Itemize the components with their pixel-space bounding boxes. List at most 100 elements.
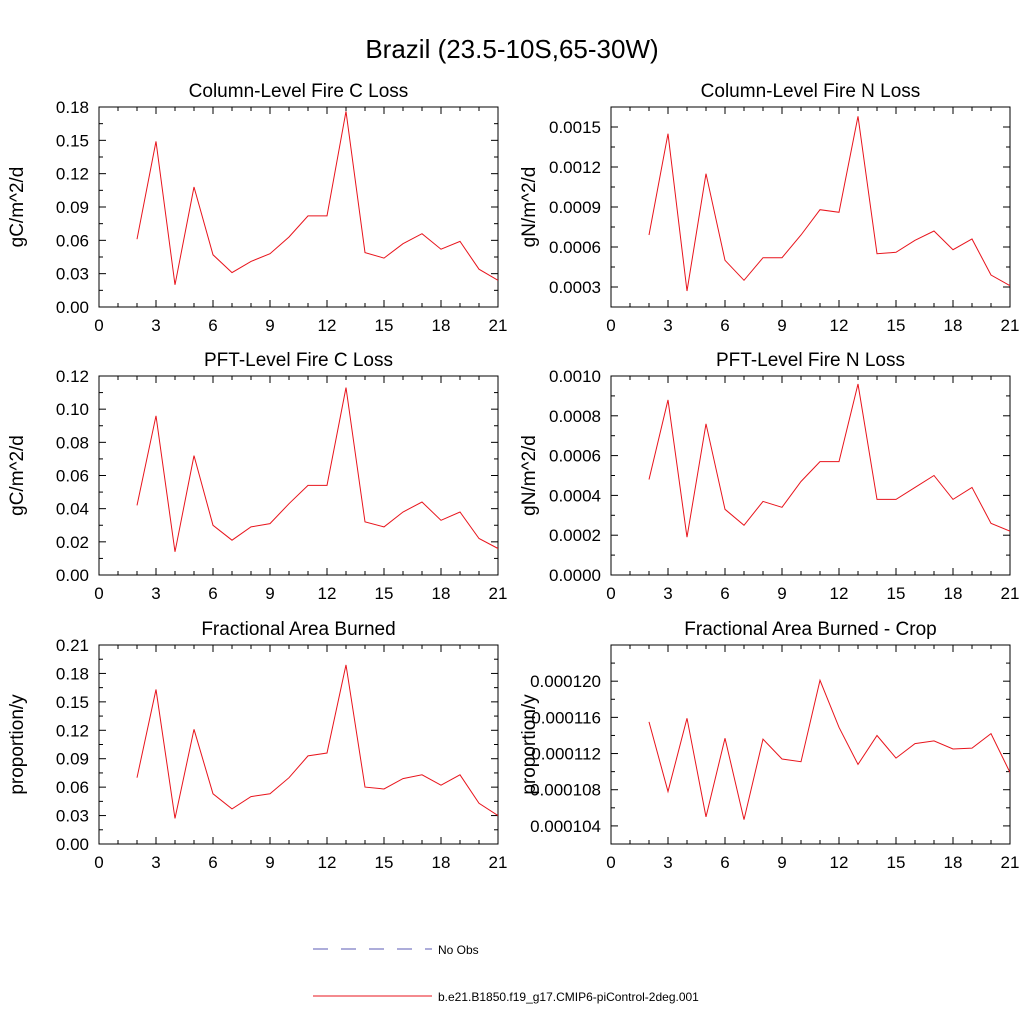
- x-tick-label: 9: [265, 316, 274, 335]
- x-tick-label: 15: [375, 584, 394, 603]
- x-tick-label: 6: [720, 584, 729, 603]
- x-tick-label: 12: [318, 316, 337, 335]
- series-line: [136, 664, 498, 819]
- panel-title: PFT-Level Fire N Loss: [716, 350, 905, 371]
- y-tick-label: 0.12: [56, 165, 89, 184]
- y-tick-label: 0.0008: [549, 407, 601, 426]
- panel-title: Fractional Area Burned - Crop: [684, 619, 936, 640]
- figure-title: Brazil (23.5-10S,65-30W): [365, 34, 658, 64]
- y-tick-label: 0.0015: [549, 118, 601, 137]
- x-tick-label: 9: [777, 584, 786, 603]
- legend-model-label: b.e21.B1850.f19_g17.CMIP6-piControl-2deg…: [438, 990, 699, 1004]
- plot-frame: [610, 644, 1011, 845]
- x-tick-label: 18: [944, 853, 963, 872]
- y-tick-label: 0.09: [56, 198, 89, 217]
- x-tick-label: 6: [208, 584, 217, 603]
- panel-3: PFT-Level Fire C Loss 0 3 6 9 12 15 18 21 0.00 0.0…: [7, 350, 507, 603]
- legend: No Obs b.e21.B1850.f19_g17.CMIP6-piContr…: [313, 943, 699, 1004]
- y-tick-label: 0.15: [56, 693, 89, 712]
- y-tick-label: 0.00: [56, 835, 89, 854]
- x-tick-label: 0: [606, 584, 615, 603]
- y-tick-label: 0.000116: [531, 708, 601, 727]
- y-axis-label: proportion/y: [519, 694, 540, 795]
- y-tick-label: 0.18: [56, 98, 89, 117]
- x-tick-label: 3: [151, 316, 160, 335]
- y-tick-label: 0.06: [56, 467, 89, 486]
- x-tick-label: 9: [777, 316, 786, 335]
- x-tick-label: 3: [663, 853, 672, 872]
- x-tick-label: 21: [489, 853, 508, 872]
- y-tick-label: 0.0006: [549, 447, 601, 466]
- y-tick-label: 0.04: [56, 500, 89, 519]
- panel-title: Column-Level Fire C Loss: [189, 81, 409, 102]
- y-tick-label: 0.09: [56, 750, 89, 769]
- x-tick-label: 18: [944, 584, 963, 603]
- x-tick-label: 3: [663, 316, 672, 335]
- x-tick-label: 15: [375, 853, 394, 872]
- x-tick-label: 18: [432, 584, 451, 603]
- x-tick-label: 9: [265, 853, 274, 872]
- y-tick-label: 0.21: [56, 636, 89, 655]
- series-line: [648, 678, 1010, 820]
- x-tick-label: 12: [318, 584, 337, 603]
- panel-title: Fractional Area Burned: [201, 619, 395, 640]
- x-tick-label: 21: [1001, 584, 1020, 603]
- y-tick-label: 0.000112: [531, 745, 601, 764]
- y-axis-label: gC/m^2/d: [7, 167, 28, 248]
- y-tick-label: 0.00: [56, 298, 89, 317]
- y-tick-label: 0.0009: [549, 198, 601, 217]
- panel-6: Fractional Area Burned - Crop 0 3 6 9 12 15 18 2…: [519, 619, 1019, 872]
- y-tick-label: 0.00: [56, 566, 89, 585]
- y-tick-label: 0.000120: [530, 672, 601, 691]
- x-tick-label: 21: [489, 584, 508, 603]
- panel-title: PFT-Level Fire C Loss: [204, 350, 393, 371]
- y-tick-label: 0.02: [56, 533, 89, 552]
- y-tick-label: 0.12: [56, 367, 89, 386]
- series-line: [136, 387, 498, 552]
- y-tick-label: 0.000104: [530, 817, 601, 836]
- y-tick-label: 0.06: [56, 231, 89, 250]
- panel-5: Fractional Area Burned 0 3 6 9 12 15 18 21 0.00 0.…: [7, 619, 507, 872]
- x-tick-label: 9: [777, 853, 786, 872]
- x-tick-label: 12: [830, 584, 849, 603]
- y-tick-label: 0.12: [56, 721, 89, 740]
- x-tick-label: 18: [944, 316, 963, 335]
- x-tick-label: 18: [432, 853, 451, 872]
- x-tick-label: 9: [265, 584, 274, 603]
- series-line: [648, 116, 1010, 292]
- y-axis-label: gN/m^2/d: [519, 435, 540, 516]
- x-tick-label: 6: [208, 316, 217, 335]
- y-tick-label: 0.000108: [530, 781, 601, 800]
- x-tick-label: 0: [94, 316, 103, 335]
- x-tick-label: 6: [208, 853, 217, 872]
- x-tick-label: 15: [887, 853, 906, 872]
- panel-2: Column-Level Fire N Loss 0 3 6 9 12 15 18 21 0.00…: [519, 81, 1019, 335]
- x-tick-label: 12: [830, 316, 849, 335]
- plot-frame: [98, 106, 499, 308]
- x-tick-label: 3: [663, 584, 672, 603]
- x-tick-label: 12: [318, 853, 337, 872]
- x-tick-label: 6: [720, 853, 729, 872]
- x-tick-label: 21: [1001, 853, 1020, 872]
- plot-frame: [98, 644, 499, 845]
- plot-frame: [610, 106, 1011, 308]
- panel-4: PFT-Level Fire N Loss 0 3 6 9 12 15 18 21 0.0000 0…: [519, 350, 1019, 603]
- plot-frame: [610, 375, 1011, 576]
- x-tick-label: 15: [375, 316, 394, 335]
- x-tick-label: 3: [151, 584, 160, 603]
- y-tick-label: 0.0003: [549, 278, 601, 297]
- legend-no-obs-label: No Obs: [438, 943, 479, 957]
- x-tick-label: 0: [94, 853, 103, 872]
- y-axis-label: gN/m^2/d: [519, 167, 540, 248]
- x-tick-label: 0: [606, 316, 615, 335]
- x-tick-label: 0: [94, 584, 103, 603]
- y-tick-label: 0.0006: [549, 238, 601, 257]
- panel-title: Column-Level Fire N Loss: [701, 81, 921, 102]
- y-tick-label: 0.08: [56, 433, 89, 452]
- y-tick-label: 0.03: [56, 807, 89, 826]
- y-tick-label: 0.06: [56, 778, 89, 797]
- y-tick-label: 0.10: [56, 400, 89, 419]
- x-tick-label: 18: [432, 316, 451, 335]
